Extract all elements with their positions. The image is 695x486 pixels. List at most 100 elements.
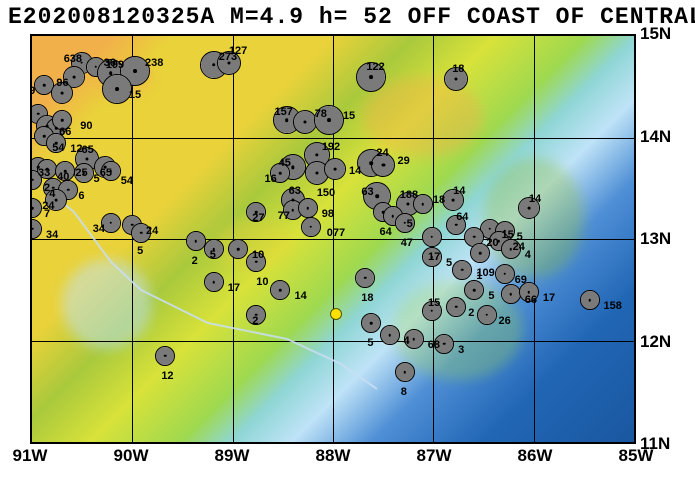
event-magnitude-label: 24: [513, 241, 525, 253]
focal-mechanism-center-dot: [503, 273, 506, 276]
focal-mechanism-symbol[interactable]: [270, 280, 290, 300]
focal-mechanism-center-dot: [43, 84, 46, 87]
focal-mechanism-symbol[interactable]: [228, 239, 248, 259]
focal-mechanism-symbol[interactable]: [395, 362, 415, 382]
focal-mechanism-center-dot: [31, 207, 34, 210]
y-axis-tick-12N: 12N: [640, 332, 671, 352]
focal-mechanism-symbol[interactable]: [452, 260, 472, 280]
event-magnitude-label: 47: [401, 237, 413, 249]
focal-mechanism-center-dot: [528, 291, 531, 294]
event-magnitude-label: 10: [252, 249, 264, 261]
focal-mechanism-symbol[interactable]: [186, 231, 206, 251]
focal-mechanism-symbol[interactable]: [422, 227, 442, 247]
focal-mechanism-center-dot: [61, 92, 64, 95]
x-axis-tick-90W: 90W: [114, 446, 149, 466]
focal-mechanism-symbol[interactable]: [495, 264, 515, 284]
event-magnitude-label: 188: [400, 189, 418, 201]
event-magnitude-label: 192: [322, 141, 340, 153]
focal-mechanism-center-dot: [43, 135, 46, 138]
focal-mechanism-symbol[interactable]: [477, 305, 497, 325]
event-magnitude-label: 14: [453, 185, 465, 197]
event-magnitude-label: 34: [93, 223, 105, 235]
event-magnitude-label: 12: [161, 370, 173, 382]
focal-mechanism-map: E202008120325A M=4.9 h= 52 OFF COAST OF …: [0, 0, 695, 486]
event-magnitude-label: 199: [106, 59, 124, 71]
event-magnitude-label: 7: [44, 208, 50, 220]
event-magnitude-label: 63: [361, 186, 373, 198]
event-magnitude-label: 15: [129, 89, 141, 101]
event-magnitude-label: 10: [256, 276, 268, 288]
focal-mechanism-center-dot: [73, 76, 76, 79]
event-magnitude-label: 96: [56, 77, 68, 89]
event-magnitude-label: 78: [315, 108, 327, 120]
event-magnitude-label: 54: [121, 175, 133, 187]
focal-mechanism-center-dot: [382, 211, 385, 214]
focal-mechanism-center-dot: [37, 113, 40, 116]
focal-mechanism-center-dot: [306, 207, 309, 210]
focal-mechanism-symbol[interactable]: [155, 346, 175, 366]
focal-mechanism-center-dot: [443, 342, 446, 345]
event-magnitude-label: 157: [275, 106, 293, 118]
event-magnitude-label: 20: [486, 237, 498, 249]
event-magnitude-label: 66: [59, 126, 71, 138]
event-magnitude-label: 9: [30, 85, 35, 97]
focal-mechanism-center-dot: [291, 209, 294, 212]
focal-mechanism-center-dot: [115, 87, 119, 91]
focal-mechanism-symbol[interactable]: [293, 110, 317, 134]
event-magnitude-label: 638: [64, 53, 82, 65]
y-axis-tick-15N: 15N: [640, 24, 671, 44]
focal-mechanism-center-dot: [509, 248, 512, 251]
focal-mechanism-symbol[interactable]: [355, 268, 375, 288]
event-magnitude-label: 8: [401, 386, 407, 398]
focal-mechanism-center-dot: [488, 227, 491, 230]
event-magnitude-label: 27: [252, 212, 264, 224]
event-magnitude-label: 33: [38, 167, 50, 179]
x-axis-tick-91W: 91W: [13, 446, 48, 466]
focal-mechanism-symbol[interactable]: [30, 219, 42, 239]
event-magnitude-label: 45: [279, 157, 291, 169]
focal-mechanism-symbol[interactable]: [464, 280, 484, 300]
event-magnitude-label: 68: [428, 339, 440, 351]
focal-mechanism-symbol[interactable]: [102, 74, 132, 104]
focal-mechanism-symbol[interactable]: [298, 198, 318, 218]
event-magnitude-label: 14: [529, 193, 541, 205]
event-magnitude-label: 150: [317, 187, 335, 199]
focal-mechanism-symbol[interactable]: [580, 290, 600, 310]
event-magnitude-label: 64: [456, 211, 468, 223]
focal-mechanism-center-dot: [431, 236, 434, 239]
x-axis-tick-86W: 86W: [517, 446, 552, 466]
epicenter-marker[interactable]: [330, 308, 342, 320]
event-magnitude-label: 17: [428, 251, 440, 263]
event-magnitude-label: 2: [252, 315, 258, 327]
focal-mechanism-center-dot: [61, 119, 64, 122]
event-magnitude-label: 15: [502, 229, 514, 241]
event-magnitude-label: 238: [145, 57, 163, 69]
focal-mechanism-center-dot: [133, 69, 137, 73]
focal-mechanism-symbol[interactable]: [361, 313, 381, 333]
event-magnitude-label: 122: [366, 61, 384, 73]
focal-mechanism-center-dot: [109, 71, 113, 75]
focal-mechanism-center-dot: [327, 118, 331, 122]
focal-mechanism-symbol[interactable]: [324, 158, 346, 180]
focal-mechanism-center-dot: [110, 221, 113, 224]
event-magnitude-label: 4: [49, 188, 55, 200]
focal-mechanism-symbol[interactable]: [204, 272, 224, 292]
focal-mechanism-center-dot: [455, 78, 458, 81]
event-magnitude-label: 5: [210, 249, 216, 261]
focal-mechanism-symbol[interactable]: [30, 198, 42, 218]
focal-mechanism-symbol[interactable]: [301, 217, 321, 237]
event-magnitude-label: 4: [404, 335, 410, 347]
focal-mechanism-center-dot: [382, 164, 385, 167]
focal-mechanism-symbol[interactable]: [380, 325, 400, 345]
event-magnitude-label: 5: [367, 337, 373, 349]
focal-mechanism-symbol[interactable]: [501, 284, 521, 304]
focal-mechanism-center-dot: [370, 322, 373, 325]
focal-mechanism-center-dot: [94, 65, 97, 68]
focal-mechanism-center-dot: [213, 281, 216, 284]
focal-mechanism-symbol[interactable]: [446, 297, 466, 317]
event-magnitude-label: 25: [75, 167, 87, 179]
event-magnitude-label: 40: [57, 171, 69, 183]
focal-mechanism-center-dot: [194, 240, 197, 243]
x-axis-tick-89W: 89W: [214, 446, 249, 466]
event-magnitude-label: 65: [82, 144, 94, 156]
